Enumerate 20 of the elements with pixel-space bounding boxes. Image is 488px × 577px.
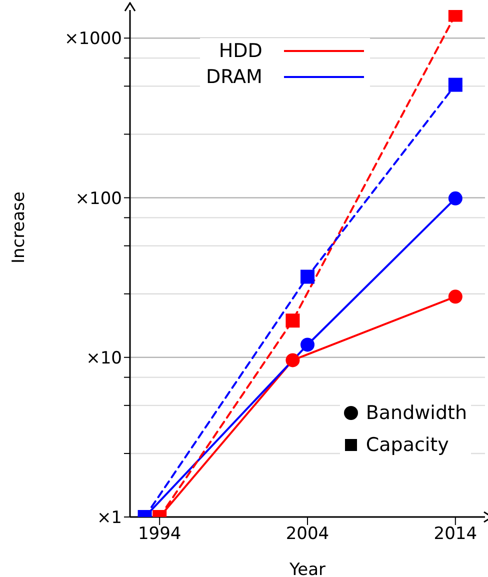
x-tick-label: 2004 <box>286 524 330 544</box>
legend-label: DRAM <box>206 65 262 90</box>
point <box>286 353 300 368</box>
y-tick-label: ×1 <box>96 508 122 528</box>
y-tick-label: ×10 <box>86 348 122 368</box>
annotation: Capacity <box>366 433 449 458</box>
legend-label: HDD <box>218 39 262 64</box>
point <box>448 191 462 206</box>
y-tick-label: ×1000 <box>64 29 122 50</box>
point <box>448 290 462 304</box>
point <box>286 314 300 328</box>
x-tick-label: 2014 <box>434 524 478 544</box>
point <box>448 78 462 92</box>
x-axis-title: Year <box>288 560 326 577</box>
x-tick-label: 1994 <box>138 524 182 544</box>
point <box>300 338 314 352</box>
y-axis-title: Increase <box>9 192 30 264</box>
point <box>300 270 314 284</box>
annotation: Bandwidth <box>366 401 467 426</box>
y-tick-label: ×100 <box>75 188 122 209</box>
